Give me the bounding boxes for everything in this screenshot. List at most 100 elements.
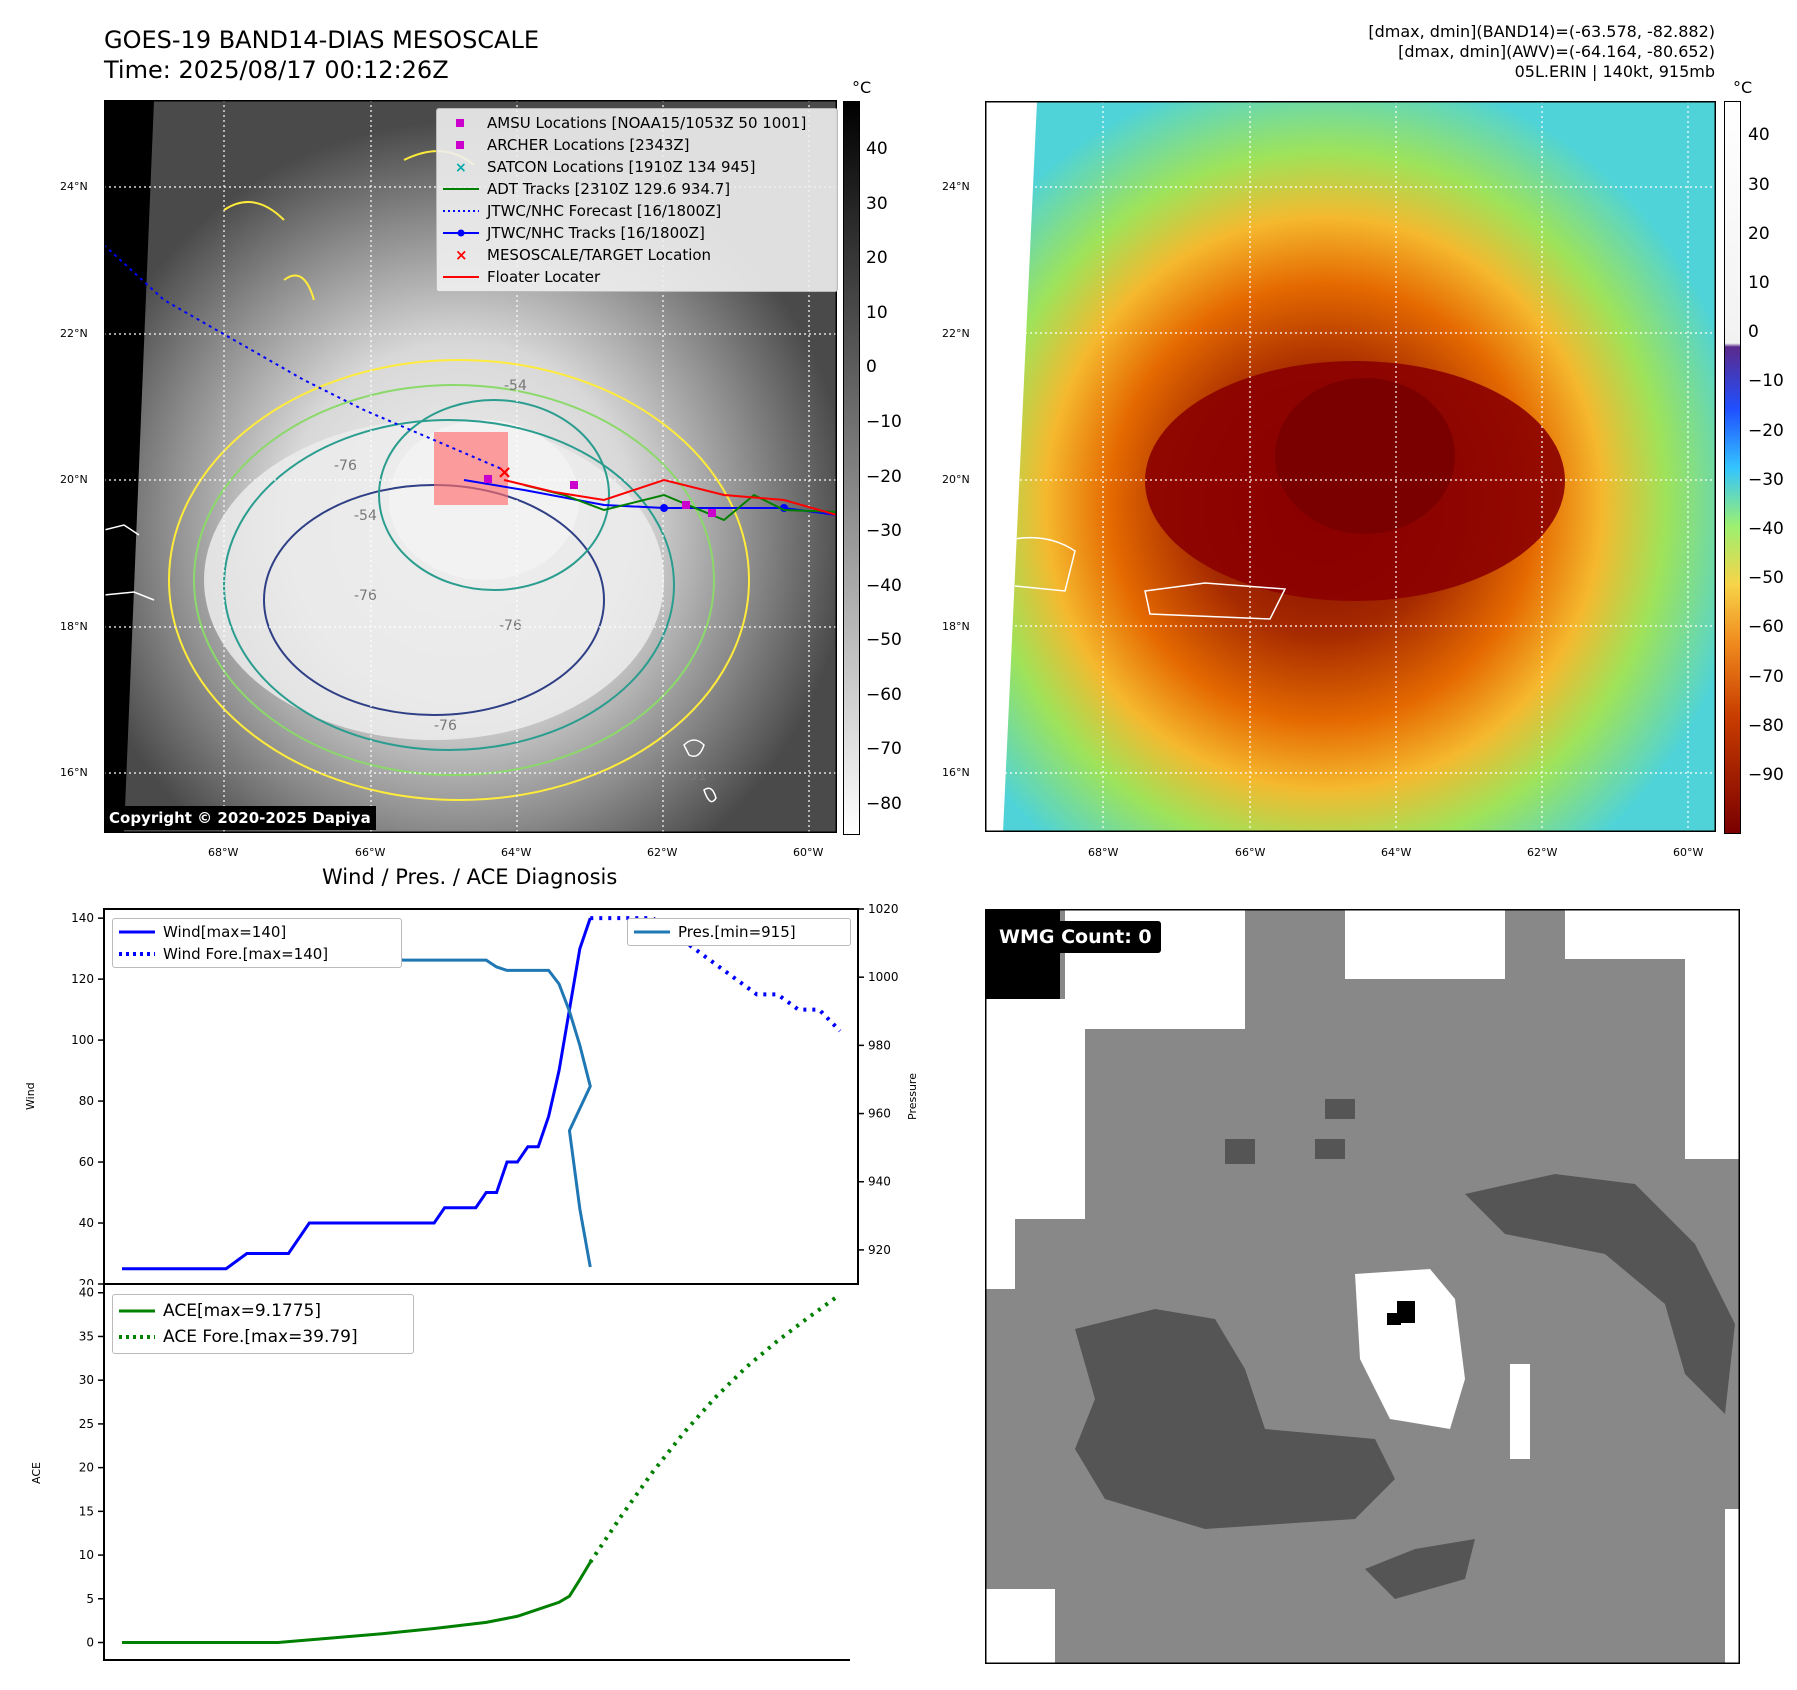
lon-label: 64°W [1381, 846, 1412, 859]
figure-time: Time: 2025/08/17 00:12:26Z [104, 56, 449, 84]
legend-item-wind-forecast: Wind Fore.[max=140] [117, 943, 397, 965]
stats-awv: [dmax, dmin](AWV)=(-64.164, -80.652) [1398, 42, 1715, 61]
colorbar-unit-right: °C [1733, 78, 1753, 97]
stats-block: [dmax, dmin](BAND14)=(-63.578, -82.882) … [1368, 22, 1715, 82]
legend-item-amsu: AMSU Locations [NOAA15/1053Z 50 1001] [441, 112, 833, 134]
coastline [104, 524, 155, 601]
colorbar-tick-label: −80 [1748, 715, 1784, 736]
colorbar-tick-label: −10 [866, 411, 902, 432]
colorbar-tick-label: −20 [1748, 420, 1784, 441]
ace-ytick-label: 0 [86, 1636, 94, 1650]
legend-item-ace: ACE[max=9.1775] [117, 1298, 409, 1324]
lat-label: 24°N [60, 180, 88, 193]
ace-ytick-label: 35 [79, 1329, 94, 1343]
wmg-frame [985, 909, 1740, 1664]
legend-label: ARCHER Locations [2343Z] [487, 136, 690, 154]
legend-label: ACE[max=9.1775] [163, 1301, 321, 1321]
colorbar-tick-label: −50 [1748, 568, 1784, 589]
line-dot-icon [443, 229, 479, 237]
ace-series-line-0 [122, 1561, 592, 1645]
colorbar-tick-label: −40 [866, 575, 902, 596]
legend-label: Wind Fore.[max=140] [163, 945, 329, 963]
awv-core [1275, 378, 1455, 534]
contour-label: -54 [504, 378, 527, 394]
contour-label: -76 [334, 458, 357, 474]
pressure-axis-label: Pressure [906, 1073, 919, 1120]
archer-marker [484, 475, 492, 483]
legend-label: ACE Fore.[max=39.79] [163, 1327, 358, 1347]
legend-label: Pres.[min=915] [678, 923, 796, 941]
lon-label: 68°W [1088, 846, 1119, 859]
target-x-marker: × [497, 462, 512, 483]
hispaniola-outline [1004, 536, 1076, 592]
legend-label: ADT Tracks [2310Z 129.6 934.7] [487, 180, 731, 198]
ace-chart: 0 5 10 15 20 25 30 35 40 ACE [30, 1284, 850, 1661]
ace-ytick-label: 10 [79, 1548, 94, 1562]
wind-legend: Wind[max=140] Wind Fore.[max=140] [112, 918, 402, 968]
x-marker-icon: × [455, 160, 467, 176]
wind-ytick-label: 120 [71, 972, 94, 986]
lat-label: 18°N [942, 620, 970, 633]
lon-label: 68°W [208, 846, 239, 859]
awv-map-panel [985, 101, 1716, 832]
legend-label: Wind[max=140] [163, 923, 287, 941]
colorbar-tick-label: −80 [866, 793, 902, 814]
contour-label: -31 [684, 768, 707, 784]
dotted-line-icon [119, 952, 155, 956]
colorbar-tick-label: 40 [866, 139, 888, 160]
legend-item-wind: Wind[max=140] [117, 921, 397, 943]
legend-label: Floater Locater [487, 268, 601, 286]
floater-track [503, 478, 837, 516]
line-icon [119, 1309, 155, 1313]
wmg-dark-regions [1075, 1099, 1735, 1599]
colorbar-tick-label: 10 [866, 302, 888, 323]
contour-label: -54 [354, 508, 377, 524]
colorbar-tick-label: 30 [1748, 174, 1770, 195]
ace-legend: ACE[max=9.1775] ACE Fore.[max=39.79] [112, 1294, 414, 1354]
dotted-line-icon [119, 1335, 155, 1339]
track-point [660, 504, 668, 512]
island-outline [683, 739, 717, 803]
puerto-rico-outline [1144, 582, 1287, 620]
pressure-legend: Pres.[min=915] [627, 918, 851, 946]
lon-label: 64°W [501, 846, 532, 859]
colorbar-tick-label: −30 [866, 521, 902, 542]
colorbar-tick-label: −70 [866, 739, 902, 760]
best-track [463, 479, 837, 516]
line-icon [119, 930, 155, 934]
forecast-track [104, 244, 505, 471]
lon-label: 60°W [793, 846, 824, 859]
lat-label: 20°N [942, 473, 970, 486]
square-marker-icon [456, 141, 464, 149]
pressure-ytick-label: 940 [868, 1175, 891, 1189]
legend-item-archer: ARCHER Locations [2343Z] [441, 134, 833, 156]
colorbar-tick-label: −30 [1748, 469, 1784, 490]
lon-label: 66°W [1235, 846, 1266, 859]
colorbar-tick-label: −70 [1748, 666, 1784, 687]
wind-ytick-label: 20 [79, 1277, 94, 1285]
series-line-0 [122, 917, 592, 1271]
legend-item-tracks: JTWC/NHC Tracks [16/1800Z] [441, 222, 833, 244]
lon-label: 60°W [1673, 846, 1704, 859]
stats-storm: 05L.ERIN | 140kt, 915mb [1514, 62, 1715, 81]
colorbar-tick-label: −40 [1748, 518, 1784, 539]
colorbar-tick-label: 10 [1748, 272, 1770, 293]
ace-ytick-label: 30 [79, 1373, 94, 1387]
legend-item-adt: ADT Tracks [2310Z 129.6 934.7] [441, 178, 833, 200]
lon-label: 62°W [647, 846, 678, 859]
lon-label: 62°W [1527, 846, 1558, 859]
svg-text:×: × [455, 246, 468, 264]
figure-title: GOES-19 BAND14-DIAS MESOSCALE [104, 26, 540, 54]
lat-label: 22°N [942, 327, 970, 340]
pressure-ytick-label: 980 [868, 1038, 891, 1052]
ace-ytick-label: 25 [79, 1417, 94, 1431]
ace-ytick-label: 20 [79, 1461, 94, 1475]
legend-item-target: × MESOSCALE/TARGET Location [441, 244, 833, 266]
legend-label: MESOSCALE/TARGET Location [487, 246, 712, 264]
amsu-marker [682, 501, 690, 509]
ace-axis-label: ACE [30, 1462, 43, 1484]
wmg-white-regions [985, 909, 1740, 1664]
amsu-marker [708, 509, 716, 517]
colorbar-tick-label: 20 [866, 248, 888, 269]
pressure-ytick-label: 960 [868, 1107, 891, 1121]
